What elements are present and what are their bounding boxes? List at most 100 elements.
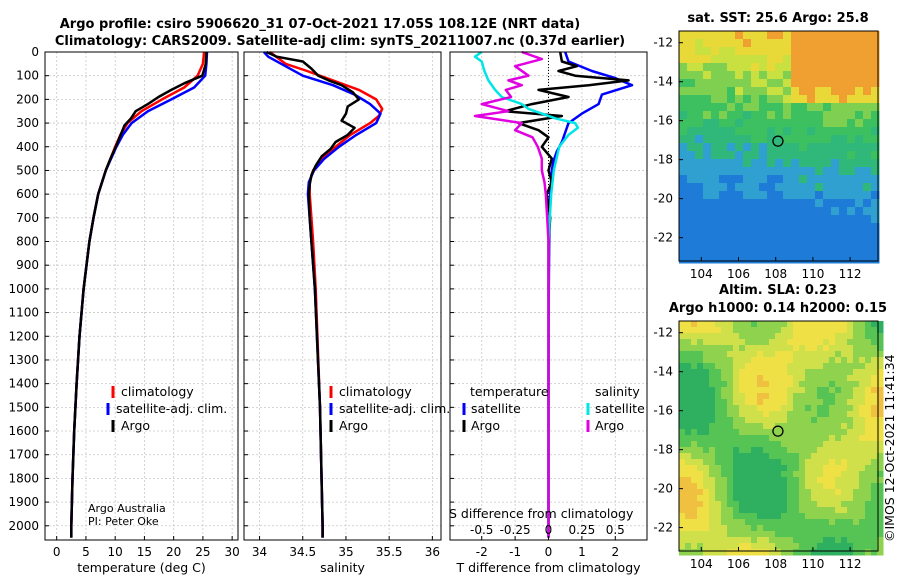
- map-cell: [865, 441, 872, 448]
- map-cell: [743, 71, 752, 80]
- map-cell: [853, 483, 860, 490]
- map-cell: [709, 483, 716, 490]
- map-cell: [877, 447, 884, 454]
- map-cell: [679, 423, 686, 430]
- map-cell: [721, 345, 728, 352]
- map-cell: [871, 159, 880, 168]
- map-cell: [775, 223, 784, 232]
- map-cell: [799, 363, 806, 370]
- map-cell: [733, 423, 740, 430]
- map-cell: [823, 143, 832, 152]
- map-cell: [787, 513, 794, 520]
- map-cell: [757, 375, 764, 382]
- map-cell: [811, 411, 818, 418]
- map-cell: [877, 345, 884, 352]
- map-cell: [709, 339, 716, 346]
- map-cell: [811, 459, 818, 466]
- map-cell: [783, 143, 792, 152]
- map-cell: [847, 151, 856, 160]
- map-cell: [739, 429, 746, 436]
- map-cell: [831, 207, 840, 216]
- map-cell: [859, 513, 866, 520]
- map-cell: [721, 459, 728, 466]
- map-cell: [743, 199, 752, 208]
- map-cell: [733, 471, 740, 478]
- map-cell: [815, 215, 824, 224]
- map-cell: [743, 55, 752, 64]
- map-cell: [703, 231, 712, 240]
- map-cell: [691, 333, 698, 340]
- map-cell: [829, 519, 836, 526]
- map-cell: [805, 489, 812, 496]
- map-cell: [735, 255, 744, 264]
- map-cell: [829, 417, 836, 424]
- map-cell: [751, 345, 758, 352]
- map-cell: [847, 441, 854, 448]
- map-cell: [815, 199, 824, 208]
- map-cell: [703, 537, 710, 544]
- map-cell: [721, 369, 728, 376]
- map-cell: [835, 405, 842, 412]
- map-cell: [735, 79, 744, 88]
- map-cell: [679, 327, 686, 334]
- map-cell: [841, 537, 848, 544]
- map-cell: [721, 435, 728, 442]
- map-cell: [697, 549, 704, 556]
- map-cell: [751, 381, 758, 388]
- map-cell: [835, 435, 842, 442]
- map-cell: [815, 223, 824, 232]
- map-cell: [839, 111, 848, 120]
- map-cell: [739, 501, 746, 508]
- map-cell: [831, 127, 840, 136]
- map-cell: [719, 207, 728, 216]
- map-cell: [685, 429, 692, 436]
- map-cell: [679, 375, 686, 382]
- sla-map-title-line1: Altim. SLA: 0.23: [719, 283, 837, 298]
- map-cell: [703, 381, 710, 388]
- map-cell: [787, 417, 794, 424]
- map-cell: [703, 79, 712, 88]
- series-line-satellite-adj-clim-: [70, 51, 209, 538]
- map-cell: [793, 339, 800, 346]
- map-cell: [757, 345, 764, 352]
- map-cell: [679, 453, 686, 460]
- map-cell: [831, 39, 840, 48]
- credit-line1: Argo Australia: [88, 502, 166, 515]
- map-cell: [709, 489, 716, 496]
- x-tick-label: -1: [509, 545, 521, 559]
- map-cell: [853, 363, 860, 370]
- map-cell: [831, 183, 840, 192]
- map-cell: [763, 495, 770, 502]
- map-cell: [781, 477, 788, 484]
- map-cell: [791, 151, 800, 160]
- map-cell: [703, 489, 710, 496]
- map-cell: [727, 231, 736, 240]
- map-cell: [775, 513, 782, 520]
- map-cell: [807, 127, 816, 136]
- map-cell: [711, 183, 720, 192]
- map-cell: [871, 447, 878, 454]
- map-cell: [853, 471, 860, 478]
- map-cell: [769, 399, 776, 406]
- map-cell: [703, 513, 710, 520]
- map-cell: [787, 471, 794, 478]
- map-cell: [823, 417, 830, 424]
- map-cell: [739, 327, 746, 334]
- map-cell: [757, 429, 764, 436]
- map-cell: [721, 465, 728, 472]
- map-cell: [769, 453, 776, 460]
- map-cell: [727, 79, 736, 88]
- map-cell: [793, 543, 800, 550]
- map-cell: [739, 387, 746, 394]
- s-tick-label: 0: [545, 523, 553, 537]
- map-cell: [679, 47, 688, 56]
- map-cell: [735, 95, 744, 104]
- map-cell: [739, 357, 746, 364]
- map-cell: [835, 507, 842, 514]
- map-cell: [853, 423, 860, 430]
- map-cell: [679, 399, 686, 406]
- map-cell: [703, 429, 710, 436]
- map-cell: [695, 159, 704, 168]
- map-cell: [751, 207, 760, 216]
- map-cell: [757, 363, 764, 370]
